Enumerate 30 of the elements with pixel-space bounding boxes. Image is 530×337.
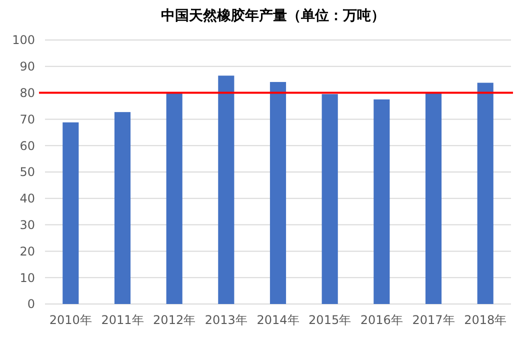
chart-title: 中国天然橡胶年产量（单位：万吨） [161,7,385,24]
x-tick-label: 2010年 [49,313,92,327]
y-tick-label: 90 [20,60,35,74]
y-tick-label: 80 [20,86,35,100]
x-tick-label: 2015年 [308,313,352,327]
x-tick-label: 2013年 [204,313,248,327]
y-tick-label: 20 [20,244,35,258]
x-tick-label: 2011年 [101,313,144,327]
y-tick-label: 60 [20,138,35,153]
bar [114,112,131,304]
x-tick-label: 2014年 [256,313,300,327]
x-tick-label: 2018年 [464,313,507,327]
y-tick-label: 30 [20,218,35,232]
y-tick-label: 50 [20,165,35,180]
bar [374,99,390,304]
x-tick-label: 2012年 [153,313,196,327]
bar [218,76,234,304]
y-tick-label: 40 [20,192,35,206]
bar [166,92,182,304]
bar [322,94,338,304]
bar [425,92,442,304]
y-tick-label: 100 [12,33,35,48]
bar [477,82,494,304]
y-tick-label: 0 [27,297,35,312]
bar [270,82,286,304]
x-tick-label: 2016年 [360,313,403,327]
y-tick-label: 70 [20,112,35,126]
x-tick-label: 2017年 [412,313,455,327]
bar [62,122,79,304]
y-tick-label: 10 [20,270,35,285]
